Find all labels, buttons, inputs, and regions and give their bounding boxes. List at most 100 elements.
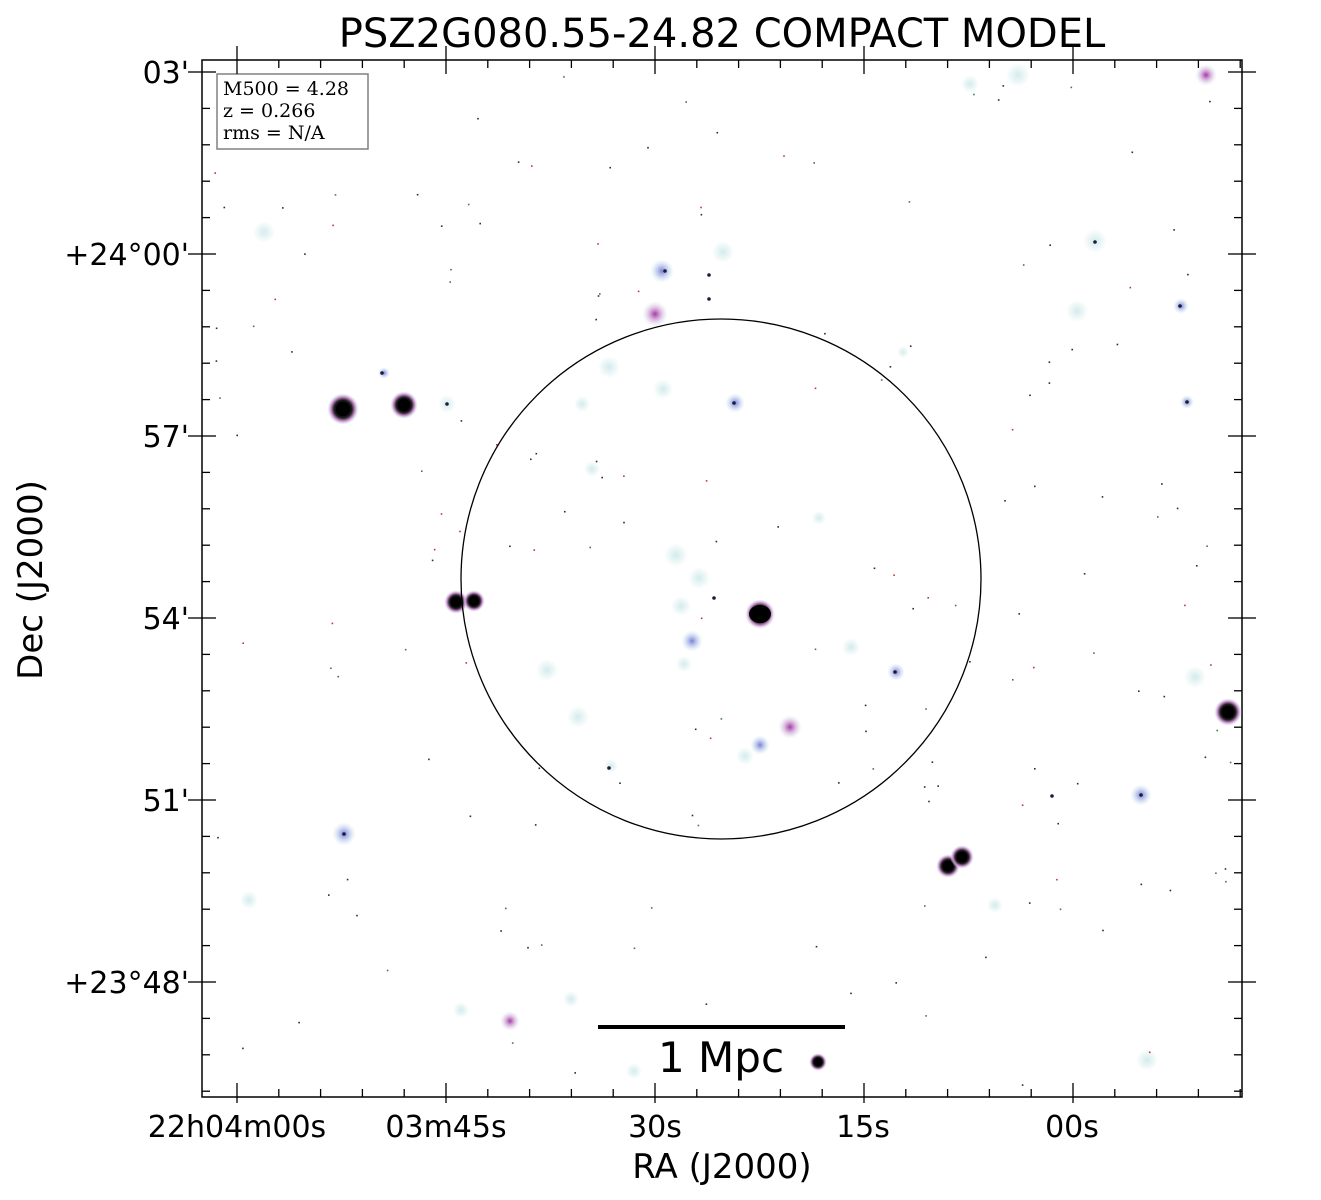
noise-speck (705, 480, 708, 482)
figure-title: PSZ2G080.55-24.82 COMPACT MODEL (339, 11, 1106, 57)
noise-speck (467, 203, 470, 206)
noise-speck (215, 360, 218, 362)
noise-speck (1163, 695, 1166, 698)
source-core (663, 269, 667, 273)
source-core (607, 766, 611, 770)
noise-speck (421, 470, 423, 472)
source-core (450, 596, 462, 608)
noise-speck (589, 546, 591, 549)
noise-speck (282, 207, 284, 209)
dec-tick-label: +24°00' (64, 238, 189, 273)
faint-source (961, 75, 979, 93)
noise-speck (1048, 382, 1051, 384)
noise-speck (637, 290, 640, 293)
noise-speck (1018, 613, 1020, 615)
blue-source (650, 259, 674, 283)
noise-speck (509, 545, 511, 548)
noise-speck (331, 622, 334, 625)
noise-speck (601, 476, 603, 479)
source-core (707, 273, 711, 277)
faint-source (987, 897, 1003, 913)
ra-tick-label: 22h04m00s (148, 1110, 326, 1145)
noise-speck (477, 117, 479, 120)
magenta-source (500, 1011, 520, 1031)
noise-speck (889, 366, 892, 368)
noise-speck (505, 907, 507, 910)
noise-speck (595, 318, 597, 321)
noise-speck (346, 878, 349, 881)
noise-speck (298, 1021, 300, 1024)
source-core (1050, 794, 1054, 798)
info-mass: M500 = 4.28 (223, 78, 349, 100)
faint-source (897, 346, 909, 358)
ra-tick-labels: 22h04m00s 03m45s 30s 15s 00s (148, 1110, 1099, 1145)
noise-speck (623, 475, 625, 477)
noise-speck (937, 785, 939, 787)
noise-speck (1131, 151, 1134, 154)
noise-speck (700, 617, 703, 620)
noise-speck (1161, 483, 1163, 485)
noise-speck (1187, 273, 1189, 276)
noise-speck (1129, 286, 1132, 289)
noise-speck (1196, 565, 1198, 567)
noise-speck (1059, 908, 1062, 911)
noise-speck (304, 253, 306, 255)
faint-source (584, 461, 600, 477)
source-core (1139, 793, 1143, 797)
noise-speck (479, 222, 481, 225)
noise-speck (873, 567, 876, 570)
noise-speck (647, 146, 649, 149)
image-panel (201, 59, 1243, 1098)
noise-speck (1216, 729, 1218, 732)
noise-speck (1028, 902, 1031, 904)
ra-tick-label: 30s (628, 1110, 682, 1145)
noise-speck (328, 894, 330, 896)
noise-speck (908, 201, 911, 203)
noise-speck (1034, 768, 1036, 770)
noise-speck (720, 718, 723, 720)
faint-source (253, 221, 275, 243)
noise-speck (252, 325, 255, 328)
source-core (1185, 400, 1189, 404)
noise-speck (700, 213, 703, 216)
noise-speck (416, 193, 419, 196)
source-core (707, 297, 711, 301)
noise-speck (1224, 868, 1227, 870)
magenta-source (778, 715, 802, 739)
noise-speck (386, 969, 389, 972)
noise-speck (1204, 756, 1207, 759)
noise-speck (330, 667, 332, 670)
noise-speck (1210, 664, 1212, 666)
faint-source (536, 659, 558, 681)
noise-speck (893, 574, 895, 576)
noise-speck (865, 730, 867, 733)
noise-speck (864, 704, 867, 707)
noise-speck (1071, 348, 1073, 351)
noise-speck (337, 675, 339, 678)
noise-speck (1022, 264, 1025, 266)
noise-speck (1033, 666, 1035, 669)
noise-speck (685, 101, 687, 103)
noise-speck (599, 293, 601, 295)
noise-speck (431, 559, 434, 562)
source-core (956, 851, 968, 863)
noise-speck (633, 947, 636, 950)
noise-speck (1148, 1051, 1151, 1054)
source-core (1178, 304, 1182, 308)
dec-tick-label: 54' (143, 602, 189, 637)
noise-speck (973, 93, 975, 96)
noise-speck (597, 243, 599, 245)
noise-speck (1057, 822, 1059, 825)
faint-source (1136, 1049, 1158, 1071)
noise-speck (709, 737, 712, 740)
noise-speck (872, 768, 875, 770)
noise-speck (1140, 883, 1143, 886)
faint-source (1006, 63, 1030, 87)
noise-speck (449, 281, 451, 283)
noise-speck (924, 905, 926, 907)
faint-source (712, 241, 734, 263)
noise-speck (1002, 85, 1005, 87)
faint-source (736, 747, 754, 765)
dec-tick-label: 51' (143, 784, 189, 819)
faint-source (1184, 666, 1206, 688)
